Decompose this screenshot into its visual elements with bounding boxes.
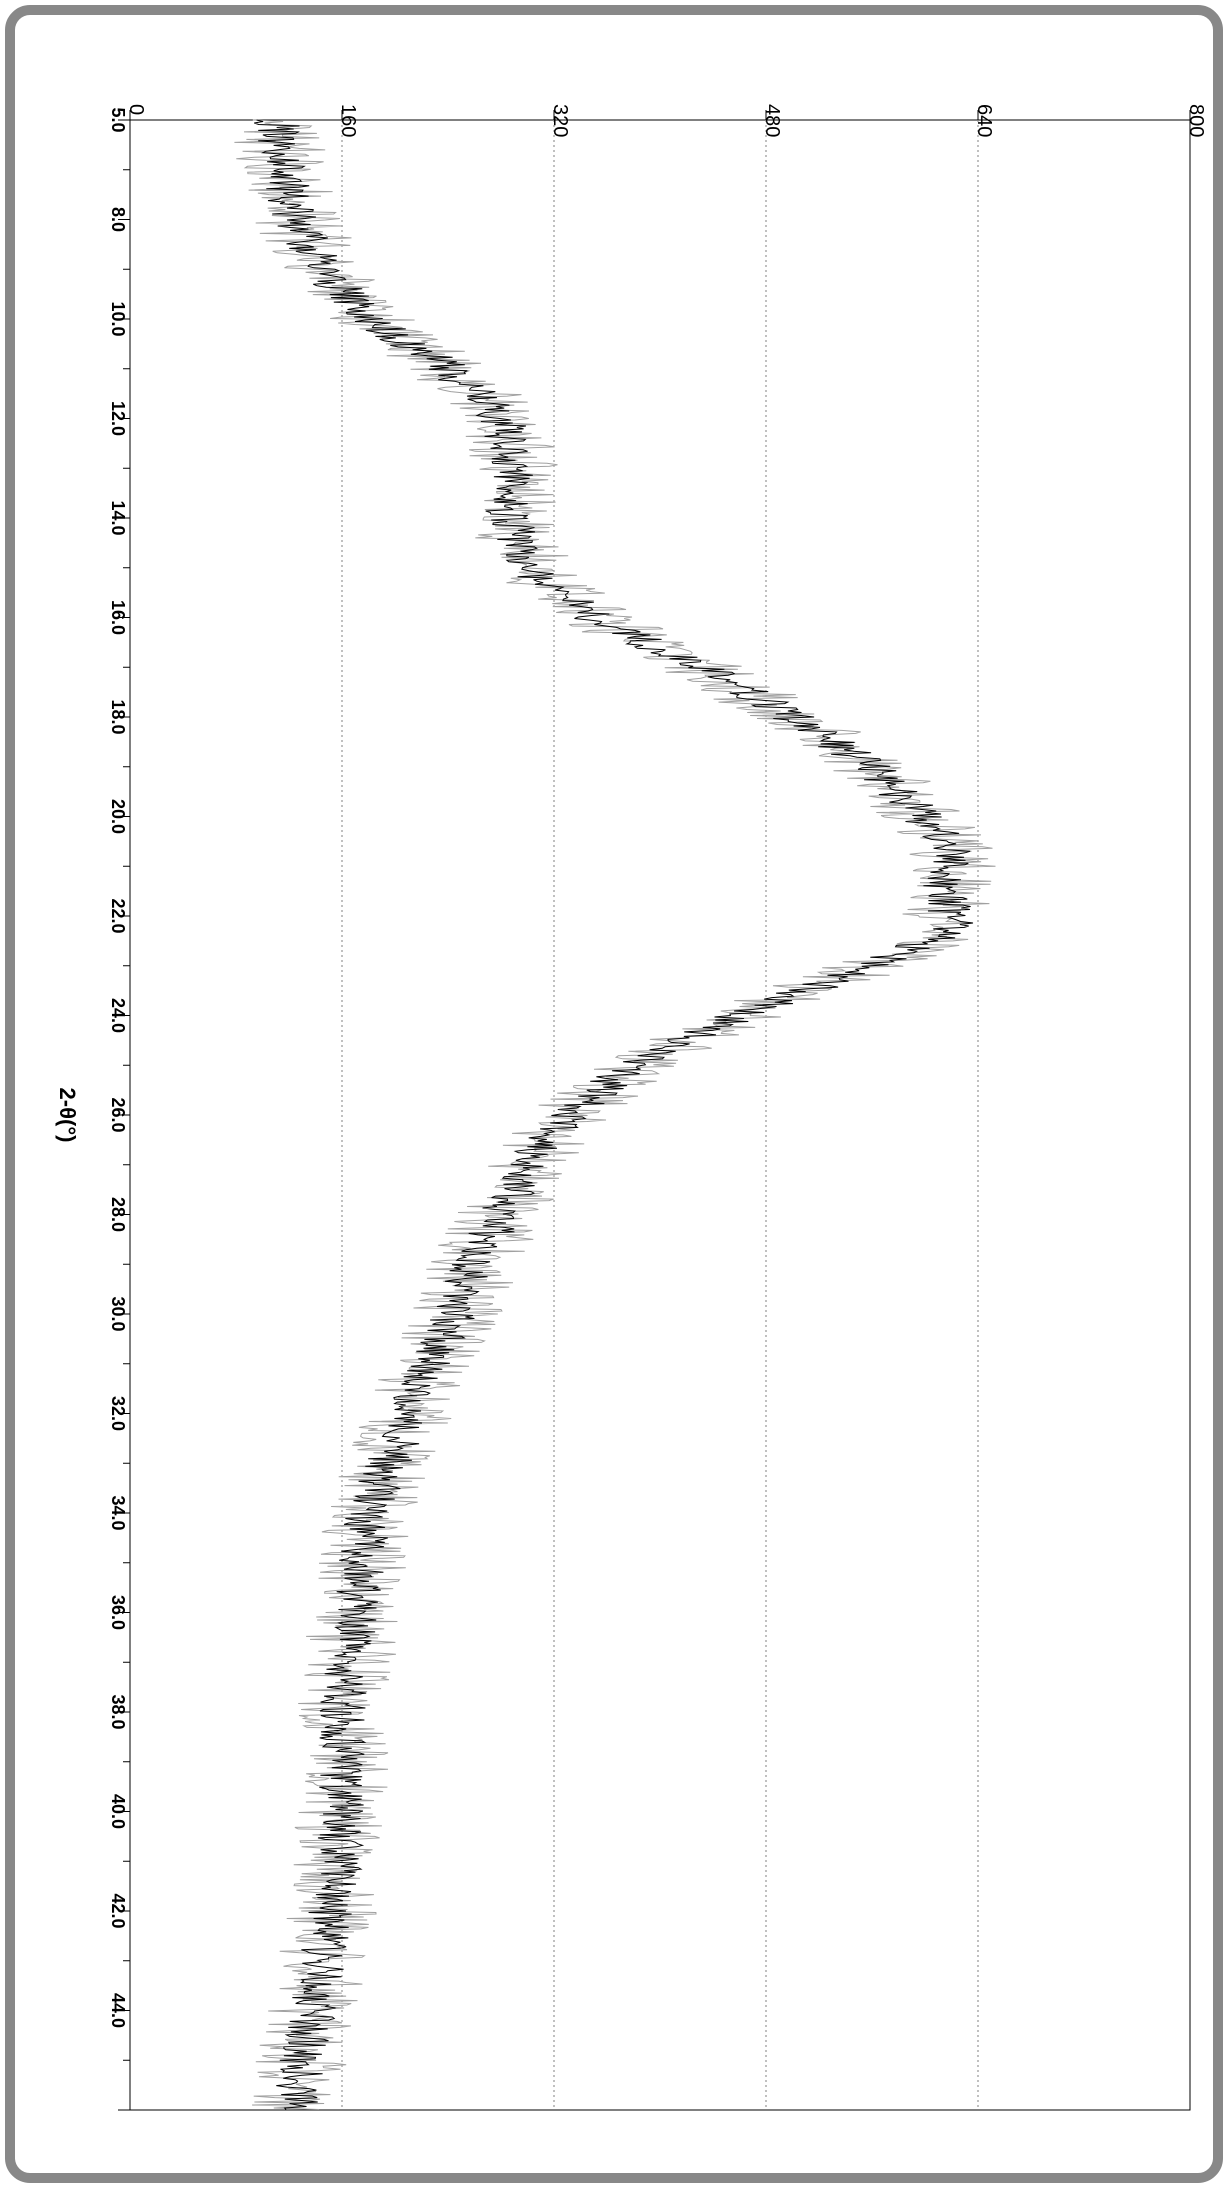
x-axis-ticks: 5.0 8.0 10.0 12.0 14.0 16.0 18.0 20.0 22.0 24.0 26… [108, 107, 130, 2110]
y-tick-label: 320 [549, 104, 571, 137]
plot-area [130, 120, 1190, 2110]
y-tick-label: 640 [973, 104, 995, 137]
x-tick-label: 10.0 [108, 301, 128, 336]
x-tick-label: 24.0 [108, 998, 128, 1033]
x-tick-label: 40.0 [108, 1794, 128, 1829]
x-tick-label: 18.0 [108, 699, 128, 734]
x-tick-label: 8.0 [108, 207, 128, 232]
x-tick-label: 14.0 [108, 500, 128, 535]
x-tick-label: 44.0 [108, 1993, 128, 2028]
x-tick-label: 32.0 [108, 1396, 128, 1431]
xrd-chart-page: 01603204806408005.08.010.012.014.016.018… [0, 0, 1228, 2188]
y-tick-label: 160 [337, 104, 359, 137]
y-tick-label: 800 [1185, 104, 1207, 137]
y-tick-label: 480 [761, 104, 783, 137]
x-tick-label: 20.0 [108, 799, 128, 834]
x-tick-label: 28.0 [108, 1197, 128, 1232]
x-tick-label: 26.0 [108, 1097, 128, 1132]
xrd-diffraction-chart: 01603204806408005.08.010.012.014.016.018… [0, 0, 1228, 2188]
x-tick-label: 22.0 [108, 898, 128, 933]
x-tick-label: 36.0 [108, 1595, 128, 1630]
x-tick-label: 16.0 [108, 600, 128, 635]
x-tick-label: 42.0 [108, 1893, 128, 1928]
x-tick-label: 5.0 [108, 107, 128, 132]
x-tick-label: 12.0 [108, 401, 128, 436]
x-tick-label: 30.0 [108, 1296, 128, 1331]
x-axis-label: 2-θ(°) [55, 1088, 80, 1143]
x-tick-label: 38.0 [108, 1694, 128, 1729]
x-tick-label: 34.0 [108, 1495, 128, 1530]
